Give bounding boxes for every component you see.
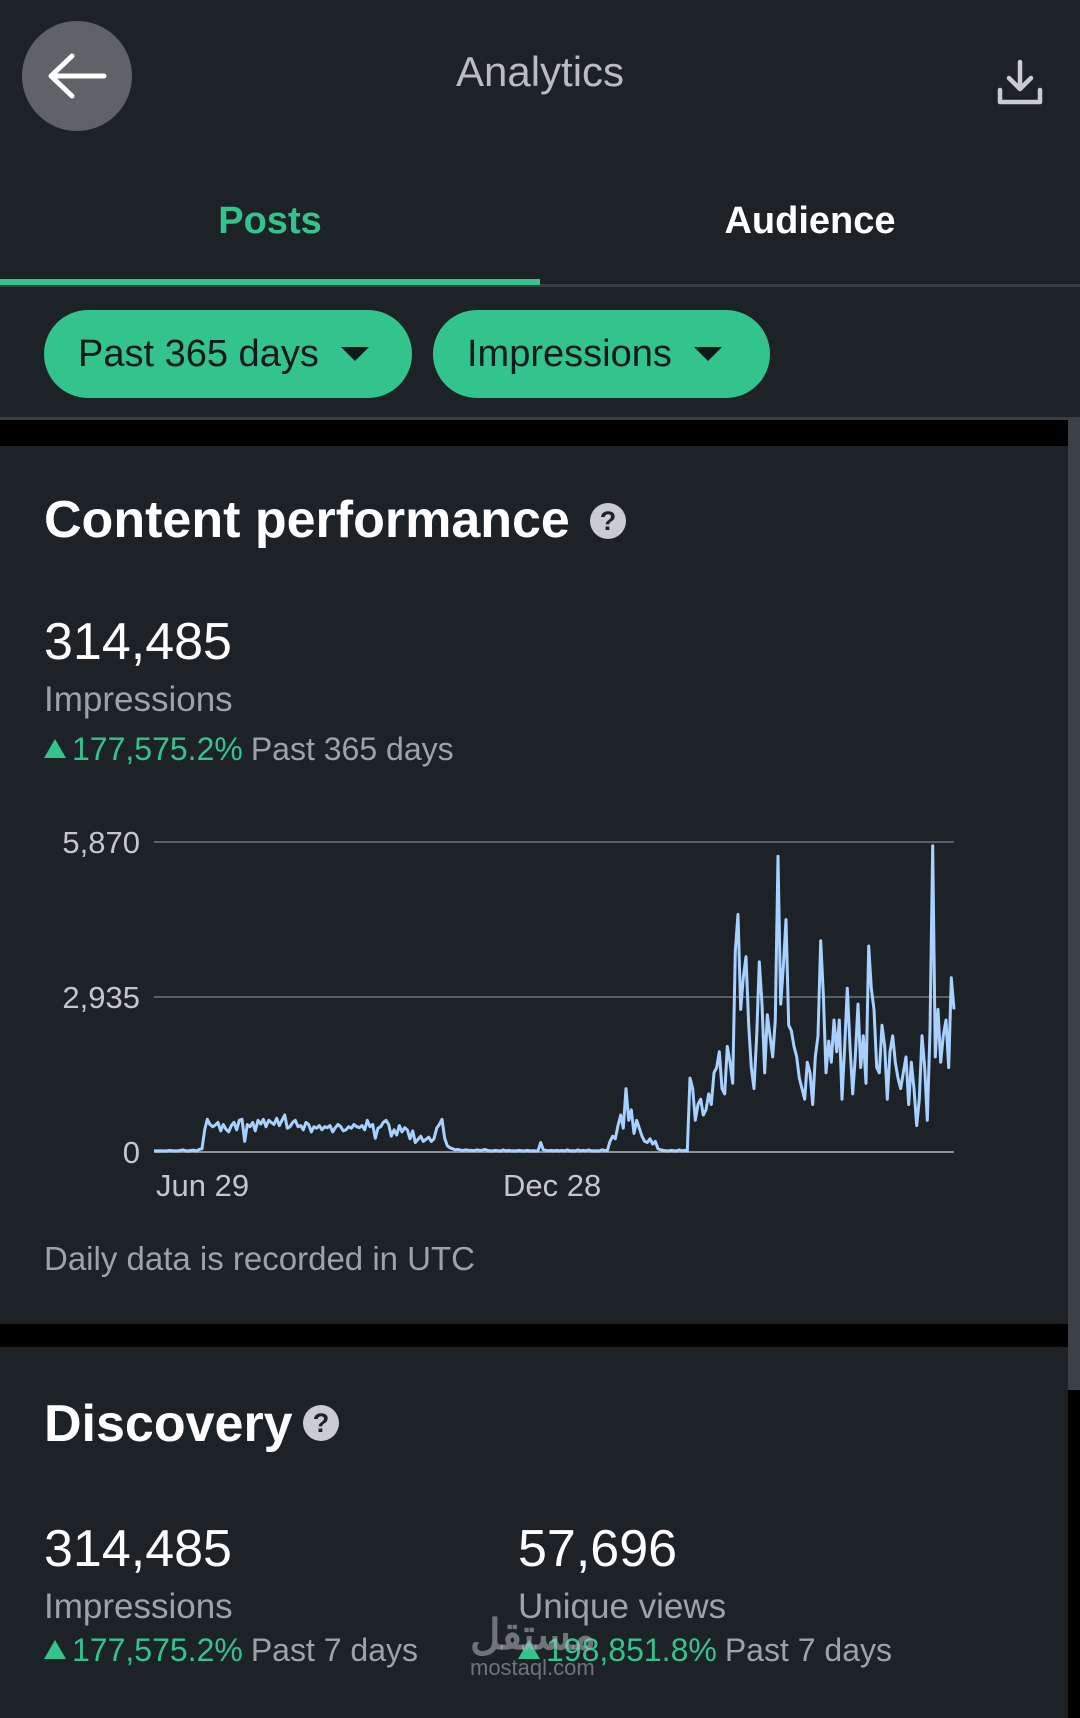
unique-views-value: 57,696 bbox=[518, 1520, 678, 1578]
caret-down-icon bbox=[340, 347, 369, 361]
date-range-dropdown[interactable]: Past 365 days bbox=[44, 310, 412, 398]
tab-bar: Posts Audience bbox=[0, 155, 1080, 287]
unique-views-delta: 198,851.8% Past 7 days bbox=[518, 1632, 892, 1669]
metric-label: Impressions bbox=[467, 332, 672, 375]
delta-period: Past 7 days bbox=[250, 1632, 419, 1668]
impressions-series-line bbox=[154, 844, 956, 1153]
scrollbar[interactable] bbox=[1068, 420, 1080, 1390]
content-performance-title: Content performance bbox=[44, 491, 570, 549]
watermark-latin: mostaql.com bbox=[470, 1655, 595, 1680]
tab-audience[interactable]: Audience bbox=[724, 199, 896, 242]
top-app-bar: Analytics bbox=[0, 0, 1080, 155]
download-icon[interactable] bbox=[992, 56, 1048, 112]
watermark: مستقل mostaql.com bbox=[470, 1611, 596, 1681]
impressions-total: 314,485 bbox=[44, 613, 232, 671]
back-button[interactable] bbox=[22, 21, 132, 131]
caret-down-icon bbox=[693, 347, 722, 361]
utc-note: Daily data is recorded in UTC bbox=[44, 1240, 475, 1277]
delta-percent: 198,851.8% bbox=[546, 1632, 717, 1668]
delta-percent: 177,575.2% bbox=[72, 1632, 243, 1668]
question-icon[interactable]: ? bbox=[590, 503, 626, 539]
y-tick-label: 5,870 bbox=[62, 825, 140, 860]
x-tick-label: Jun 29 bbox=[156, 1168, 249, 1203]
y-tick-label: 0 bbox=[123, 1135, 140, 1170]
trend-up-icon bbox=[44, 1640, 66, 1659]
discovery-impressions-value: 314,485 bbox=[44, 1520, 232, 1578]
discovery-impressions-delta: 177,575.2% Past 7 days bbox=[44, 1632, 418, 1669]
arrow-left-icon bbox=[48, 53, 107, 99]
content-performance-card bbox=[0, 446, 1068, 1324]
metric-dropdown[interactable]: Impressions bbox=[433, 310, 770, 398]
x-tick-label: Dec 28 bbox=[503, 1168, 601, 1203]
impressions-delta: 177,575.2% Past 365 days bbox=[44, 731, 454, 768]
tab-posts[interactable]: Posts bbox=[218, 199, 322, 242]
y-tick-label: 2,935 bbox=[62, 980, 140, 1015]
delta-period: Past 365 days bbox=[250, 731, 454, 767]
trend-up-icon bbox=[518, 1640, 540, 1659]
impressions-label: Impressions bbox=[44, 680, 233, 719]
discovery-impressions-label: Impressions bbox=[44, 1587, 233, 1626]
filter-bar: Past 365 days Impressions bbox=[0, 287, 1080, 420]
delta-period: Past 7 days bbox=[724, 1632, 893, 1668]
impressions-line-chart: 5,870 2,935 0 Jun 29 Dec 28 bbox=[62, 825, 956, 1203]
date-range-label: Past 365 days bbox=[78, 332, 319, 375]
trend-up-icon bbox=[44, 739, 66, 758]
watermark-arabic: مستقل bbox=[470, 1611, 596, 1658]
delta-percent: 177,575.2% bbox=[72, 731, 243, 767]
page-title: Analytics bbox=[455, 48, 625, 95]
active-tab-indicator bbox=[0, 279, 540, 285]
unique-views-label: Unique views bbox=[518, 1587, 727, 1626]
question-icon[interactable]: ? bbox=[303, 1405, 339, 1441]
discovery-title: Discovery bbox=[44, 1395, 293, 1453]
